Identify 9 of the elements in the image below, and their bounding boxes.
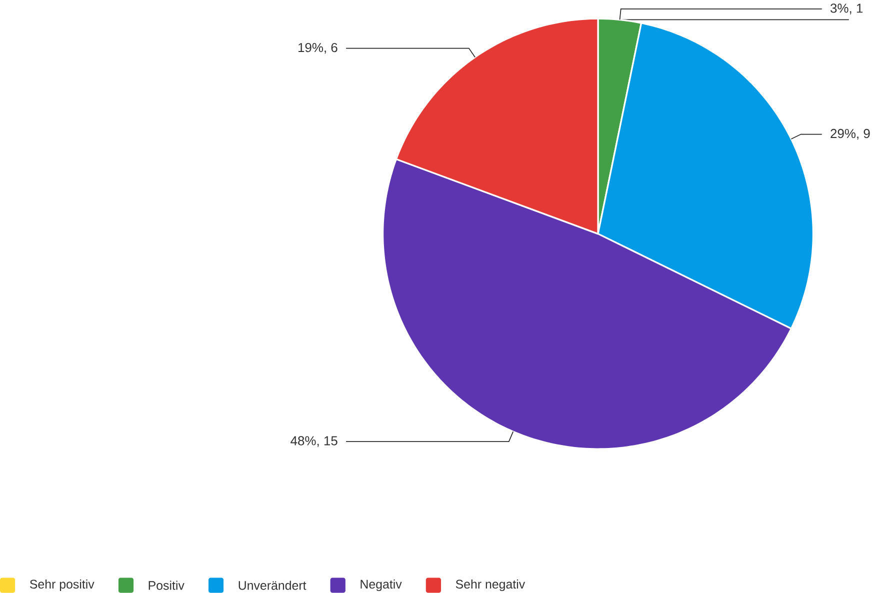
legend-label: Sehr negativ [456, 580, 526, 592]
data-label: 3%, 1 [830, 4, 863, 14]
data-label: 29%, 9 [830, 129, 870, 140]
data-label: 48%, 15 [290, 436, 338, 447]
legend-label: Positiv [148, 580, 184, 590]
legend-label: Negativ [360, 580, 402, 592]
legend-label: Unverändert [238, 580, 306, 590]
legend-label: Sehr positiv [30, 580, 94, 592]
data-label: 19%, 6 [298, 43, 338, 54]
